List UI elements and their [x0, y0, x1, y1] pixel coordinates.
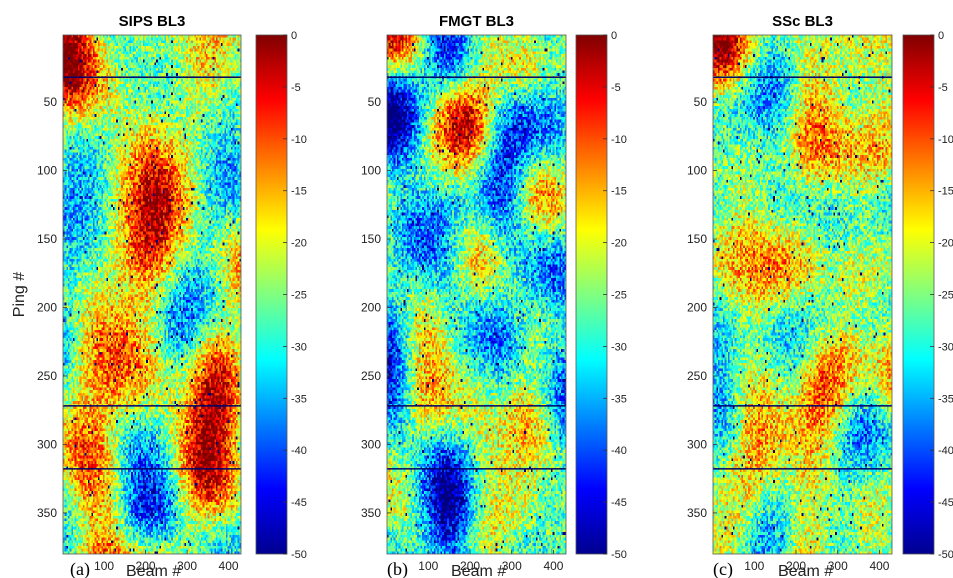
- y-tick-label: 350: [361, 506, 381, 520]
- colorbar-tick-label: -45: [291, 497, 307, 509]
- y-tick-label: 150: [687, 232, 707, 246]
- plot-frame: [62, 34, 242, 555]
- colorbar-tick-label: -5: [291, 82, 301, 94]
- x-tick-label: 200: [136, 559, 156, 573]
- streak-line: [387, 468, 566, 470]
- colorbar-tick-label: -40: [938, 445, 953, 457]
- y-tick-label: 150: [361, 232, 381, 246]
- streak-line: [713, 468, 892, 470]
- colorbar-tick-label: 0: [291, 30, 297, 42]
- heatmap-image: [63, 35, 241, 554]
- y-tick-label: 100: [37, 164, 57, 178]
- chart-title: SSc BL3: [772, 13, 833, 30]
- y-tick-label: 350: [687, 506, 707, 520]
- colorbar: [902, 34, 935, 555]
- streak-line: [387, 405, 566, 407]
- y-tick-label: 250: [37, 369, 57, 383]
- y-tick-label: 50: [368, 95, 382, 109]
- x-tick-label: 100: [744, 559, 764, 573]
- panel-label: (b): [387, 559, 408, 578]
- x-tick-label: 400: [869, 559, 889, 573]
- y-tick-label: 100: [687, 164, 707, 178]
- colorbar-tick-label: -35: [611, 393, 627, 405]
- colorbar-tick-label: -45: [938, 497, 953, 509]
- streak-line: [387, 76, 566, 78]
- colorbar-tick-label: -25: [291, 290, 307, 302]
- y-tick-label: 300: [37, 437, 57, 451]
- colorbar-tick-label: -10: [291, 134, 307, 146]
- colorbar-tick-label: -15: [611, 186, 627, 198]
- colorbar-tick-label: -30: [611, 341, 627, 353]
- colorbar: [255, 34, 288, 555]
- colorbar-tick-label: -10: [611, 134, 627, 146]
- y-tick-label: 250: [361, 369, 381, 383]
- colorbar-tick-label: -35: [938, 393, 953, 405]
- colorbar-tick-label: -40: [291, 445, 307, 457]
- x-tick-label: 300: [828, 559, 848, 573]
- streak-line: [63, 468, 241, 470]
- y-tick-label: 150: [37, 232, 57, 246]
- x-tick-label: 100: [94, 559, 114, 573]
- streak-line: [713, 76, 892, 78]
- heatmap-panel-1: SIPS BL3 100 200 300 400 50 100 150 200 250 300 350…: [11, 13, 307, 578]
- y-tick-label: 300: [361, 437, 381, 451]
- colorbar-tick-label: -50: [291, 549, 307, 561]
- x-tick-label: 100: [418, 559, 438, 573]
- colorbar-tick-label: -15: [291, 186, 307, 198]
- colorbar-tick-label: -10: [938, 134, 953, 146]
- y-tick-label: 50: [694, 95, 708, 109]
- colorbar-tick-label: -5: [611, 82, 621, 94]
- plot-frame: [712, 34, 893, 555]
- y-tick-label: 50: [44, 95, 58, 109]
- colorbar-tick-label: -20: [291, 238, 307, 250]
- chart-title: FMGT BL3: [439, 13, 514, 30]
- colorbar-tick-label: 0: [611, 30, 617, 42]
- chart-title: SIPS BL3: [119, 13, 186, 30]
- colorbar-tick-label: -30: [938, 341, 953, 353]
- colorbar-tick-label: -50: [611, 549, 627, 561]
- colorbar-tick-label: -25: [938, 290, 953, 302]
- streak-line: [63, 76, 241, 78]
- y-tick-label: 100: [361, 164, 381, 178]
- colorbar-tick-label: -40: [611, 445, 627, 457]
- heatmap-panel-2: FMGT BL3 100 200 300 400 50 100 150 200 250 300 350…: [361, 13, 627, 578]
- heatmap-image: [713, 35, 892, 554]
- panel-label: (c): [713, 559, 733, 578]
- y-tick-label: 200: [687, 301, 707, 315]
- plot-frame: [386, 34, 567, 555]
- x-tick-label: 300: [502, 559, 522, 573]
- heatmap-image: [387, 35, 566, 554]
- colorbar-tick-label: -45: [611, 497, 627, 509]
- x-tick-label: 300: [177, 559, 197, 573]
- y-tick-label: 300: [687, 437, 707, 451]
- x-axis-label: Beam #: [778, 563, 833, 578]
- x-tick-label: 400: [219, 559, 239, 573]
- panel-label: (a): [70, 559, 90, 578]
- x-tick-label: 400: [543, 559, 563, 573]
- y-tick-label: 200: [37, 301, 57, 315]
- streak-line: [713, 405, 892, 407]
- y-tick-label: 200: [361, 301, 381, 315]
- x-axis-label: Beam #: [126, 563, 181, 578]
- colorbar-tick-label: -25: [611, 290, 627, 302]
- x-axis-label: Beam #: [451, 563, 506, 578]
- heatmap-panel-3: SSc BL3 100 200 300 400 50 100 150 200 250 300 350 0…: [687, 13, 953, 578]
- streak-line: [63, 405, 241, 407]
- y-tick-label: 350: [37, 506, 57, 520]
- colorbar-tick-label: -30: [291, 341, 307, 353]
- colorbar-tick-label: -20: [611, 238, 627, 250]
- y-tick-label: 250: [687, 369, 707, 383]
- y-axis-label: Ping #: [11, 272, 28, 317]
- colorbar-tick-label: -20: [938, 238, 953, 250]
- colorbar: [575, 34, 608, 555]
- colorbar-tick-label: 0: [938, 30, 944, 42]
- colorbar-tick-label: -5: [938, 82, 948, 94]
- colorbar-tick-label: -50: [938, 549, 953, 561]
- x-tick-label: 200: [786, 559, 806, 573]
- colorbar-tick-label: -35: [291, 393, 307, 405]
- x-tick-label: 200: [460, 559, 480, 573]
- colorbar-tick-label: -15: [938, 186, 953, 198]
